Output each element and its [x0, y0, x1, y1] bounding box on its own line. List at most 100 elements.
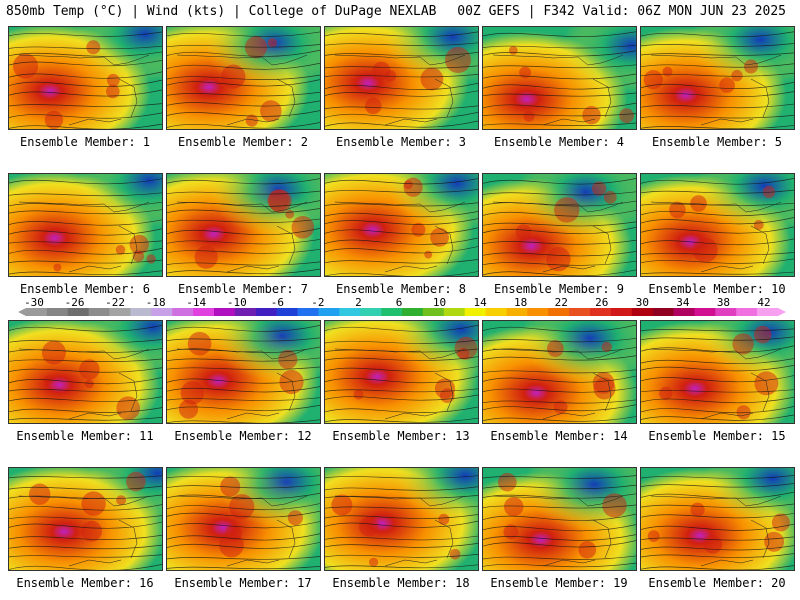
- colorbar-tick-label: 10: [432, 296, 447, 309]
- ensemble-member-label: Ensemble Member: 6: [19, 282, 151, 296]
- ensemble-member-map: [324, 320, 479, 424]
- colorbar-bin: [548, 308, 570, 316]
- ensemble-member-label: Ensemble Member: 4: [493, 135, 625, 149]
- colorbar-bin: [297, 308, 319, 316]
- map-title: 850mb Temp (°C) | Wind (kts) | College o…: [6, 4, 437, 19]
- ensemble-member-label: Ensemble Member: 16: [16, 576, 154, 590]
- colorbar-bin: [631, 308, 653, 316]
- colorbar-bin: [193, 308, 215, 316]
- colorbar-tick-label: 14: [473, 296, 487, 309]
- ensemble-member-label: Ensemble Member: 8: [335, 282, 467, 296]
- colorbar-tick-label: -10: [226, 296, 247, 309]
- colorbar-bin: [694, 308, 716, 316]
- colorbar-bin: [736, 308, 758, 316]
- colorbar-tick-label: -14: [186, 296, 207, 309]
- colorbar-bin: [214, 308, 236, 316]
- colorbar-bin: [485, 308, 507, 316]
- colorbar-bin: [569, 308, 591, 316]
- ensemble-member-label: Ensemble Member: 10: [648, 282, 786, 296]
- ensemble-member-label: Ensemble Member: 18: [332, 576, 470, 590]
- colorbar-bin: [422, 308, 445, 316]
- colorbar-bin: [276, 308, 298, 316]
- colorbar-bin: [527, 308, 549, 316]
- colorbar-bin: [506, 308, 528, 316]
- colorbar-bin: [381, 308, 403, 316]
- colorbar-bin: [109, 308, 131, 316]
- ensemble-member-label: Ensemble Member: 15: [648, 429, 786, 443]
- colorbar-tick-label: 34: [676, 296, 690, 309]
- ensemble-member-map: [482, 26, 637, 130]
- ensemble-member-map: [8, 467, 163, 571]
- colorbar-bin: [673, 308, 695, 316]
- ensemble-member-map: [166, 320, 321, 424]
- colorbar-bin: [757, 308, 779, 316]
- ensemble-member-map: [8, 173, 163, 277]
- ensemble-member-map: [482, 173, 637, 277]
- colorbar-bin: [590, 308, 612, 316]
- colorbar-bin: [318, 308, 340, 316]
- colorbar-tick-label: -26: [64, 296, 85, 309]
- colorbar-min-arrow: [18, 308, 26, 316]
- run-valid-time: 00Z GEFS | F342 Valid: 06Z MON JUN 23 20…: [457, 4, 786, 19]
- ensemble-member-label: Ensemble Member: 1: [19, 135, 151, 149]
- colorbar-tick-label: 26: [595, 296, 609, 309]
- ensemble-member-label: Ensemble Member: 5: [651, 135, 783, 149]
- ensemble-member-map: [324, 26, 479, 130]
- colorbar-bin: [610, 308, 633, 316]
- colorbar-tick-label: -2: [311, 296, 325, 309]
- colorbar-tick-label: -22: [105, 296, 126, 309]
- ensemble-member-map: [166, 173, 321, 277]
- ensemble-member-label: Ensemble Member: 3: [335, 135, 467, 149]
- colorbar-bin: [234, 308, 257, 316]
- ensemble-member-map: [640, 320, 795, 424]
- ensemble-member-map: [640, 173, 795, 277]
- ensemble-member-label: Ensemble Member: 7: [177, 282, 309, 296]
- ensemble-member-map: [324, 467, 479, 571]
- colorbar-tick-label: -18: [145, 296, 166, 309]
- colorbar-bin: [255, 308, 277, 316]
- colorbar-tick-label: -30: [24, 296, 44, 309]
- colorbar-bin: [464, 308, 486, 316]
- temperature-colorbar: [18, 308, 786, 316]
- ensemble-member-map: [640, 467, 795, 571]
- ensemble-member-label: Ensemble Member: 17: [174, 576, 312, 590]
- ensemble-member-map: [640, 26, 795, 130]
- ensemble-member-label: Ensemble Member: 2: [177, 135, 309, 149]
- colorbar-tick-label: 2: [355, 296, 362, 309]
- colorbar-bin: [172, 308, 194, 316]
- colorbar-tick-label: 42: [757, 296, 771, 309]
- ensemble-member-label: Ensemble Member: 13: [332, 429, 470, 443]
- colorbar-tick-label: 6: [395, 296, 403, 309]
- colorbar-bin: [88, 308, 110, 316]
- colorbar-tick-label: -6: [270, 296, 284, 309]
- colorbar-tick-label: 18: [514, 296, 528, 309]
- colorbar-bin: [715, 308, 737, 316]
- colorbar-bin: [652, 308, 674, 316]
- colorbar-bin: [46, 308, 69, 316]
- colorbar-bin: [402, 308, 424, 316]
- ensemble-member-map: [8, 26, 163, 130]
- ensemble-member-label: Ensemble Member: 19: [490, 576, 628, 590]
- colorbar-tick-label: 38: [716, 296, 731, 309]
- ensemble-member-label: Ensemble Member: 20: [648, 576, 786, 590]
- ensemble-member-map: [166, 467, 321, 571]
- colorbar-bin: [339, 308, 361, 316]
- ensemble-member-map: [8, 320, 163, 424]
- ensemble-member-label: Ensemble Member: 9: [493, 282, 625, 296]
- colorbar-bin: [151, 308, 173, 316]
- colorbar-bin: [130, 308, 152, 316]
- colorbar-tick-label: 30: [635, 296, 649, 309]
- colorbar-bin: [360, 308, 382, 316]
- colorbar-bin: [67, 308, 89, 316]
- ensemble-member-map: [324, 173, 479, 277]
- colorbar-max-arrow: [778, 308, 786, 316]
- ensemble-member-map: [482, 320, 637, 424]
- ensemble-member-label: Ensemble Member: 11: [16, 429, 154, 443]
- ensemble-member-label: Ensemble Member: 12: [174, 429, 312, 443]
- ensemble-member-map: [166, 26, 321, 130]
- colorbar-bin: [443, 308, 465, 316]
- colorbar-bin: [26, 308, 48, 316]
- ensemble-member-label: Ensemble Member: 14: [490, 429, 628, 443]
- ensemble-member-map: [482, 467, 637, 571]
- colorbar-tick-label: 22: [554, 296, 568, 309]
